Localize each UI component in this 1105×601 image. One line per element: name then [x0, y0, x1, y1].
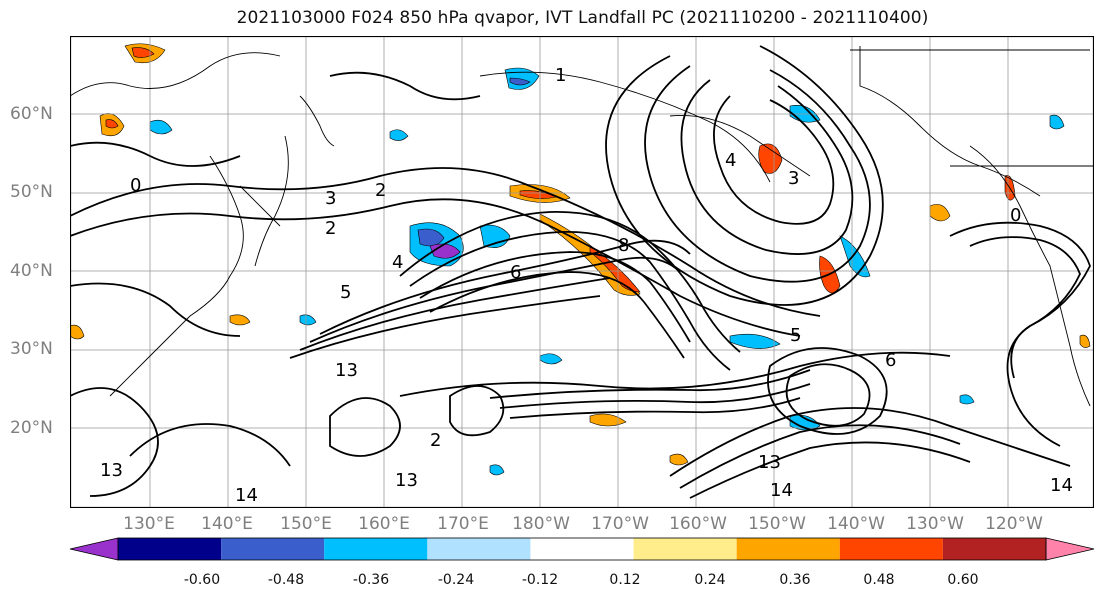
contour-label: 2 — [430, 430, 441, 451]
contour-label: 0 — [1010, 205, 1021, 226]
lon-label: 120°W — [985, 514, 1043, 534]
contour-label: 13 — [395, 470, 418, 491]
colorbar-segment — [324, 538, 428, 560]
lon-label: 140°W — [827, 514, 885, 534]
contour-label: 2 — [325, 218, 336, 239]
contour-label: 1 — [555, 65, 566, 86]
colorbar-segment — [221, 538, 325, 560]
lon-label: 170°E — [437, 514, 489, 534]
map-title: 2021103000 F024 850 hPa qvapor, IVT Land… — [236, 8, 929, 28]
contour-label: 2 — [375, 180, 386, 201]
colorbar-tick: 0.48 — [863, 572, 895, 588]
contour-label: 14 — [235, 485, 258, 506]
colorbar-tick: 0.36 — [779, 572, 811, 588]
colorbar — [69, 537, 1095, 561]
colorbar-tick: -0.36 — [352, 572, 390, 588]
contour-lines — [70, 45, 1091, 499]
colorbar-segment — [530, 538, 634, 560]
contour-label: 3 — [325, 188, 336, 209]
lon-label: 150°W — [748, 514, 806, 534]
lon-label: 130°E — [123, 514, 175, 534]
colorbar-segment — [427, 538, 531, 560]
contour-label-group: 0 2 3 2 4 5 6 8 13 13 14 13 13 14 14 2 5… — [100, 65, 1073, 506]
contour-label: 13 — [758, 452, 781, 473]
contour-label: 5 — [790, 325, 801, 346]
lon-label: 140°E — [201, 514, 253, 534]
colorbar-segment — [118, 538, 222, 560]
contour-label: 8 — [618, 235, 629, 256]
colorbar-tick: -0.24 — [437, 572, 475, 588]
colorbar-tick: 0.60 — [947, 572, 979, 588]
contour-label: 0 — [130, 175, 141, 196]
colorbar-tick: 0.12 — [609, 572, 641, 588]
colorbar-extension-high — [1045, 537, 1095, 561]
lon-label: 180°W — [512, 514, 570, 534]
contour-label: 5 — [340, 282, 351, 303]
contour-label: 13 — [335, 360, 358, 381]
colorbar-segment — [633, 538, 737, 560]
colorbar-segment — [736, 538, 840, 560]
gridlines — [70, 36, 1094, 508]
colorbar-segment — [839, 538, 943, 560]
colorbar-outline — [117, 537, 1047, 561]
lat-label: 50°N — [10, 182, 53, 202]
lon-label: 170°W — [591, 514, 649, 534]
lat-label: 30°N — [10, 339, 53, 359]
contour-label: 14 — [770, 480, 793, 501]
lon-label: 160°E — [358, 514, 410, 534]
lat-label: 60°N — [10, 104, 53, 124]
lat-label: 40°N — [10, 261, 53, 281]
colorbar-segments — [69, 537, 1095, 561]
contour-label: 13 — [100, 460, 123, 481]
contour-label: 4 — [725, 150, 736, 171]
colorbar-tick: 0.24 — [694, 572, 726, 588]
lat-label: 20°N — [10, 418, 53, 438]
contour-label: 4 — [392, 252, 403, 273]
colorbar-tick: -0.48 — [267, 572, 305, 588]
contour-label: 3 — [788, 168, 799, 189]
contour-label: 14 — [1050, 475, 1073, 496]
colorbar-tick: -0.12 — [521, 572, 559, 588]
lon-label: 150°E — [280, 514, 332, 534]
colorbar-segment — [942, 538, 1046, 560]
colorbar-extension-low — [69, 537, 119, 561]
lon-label: 130°W — [906, 514, 964, 534]
colorbar-tick: -0.60 — [183, 572, 221, 588]
lon-label: 160°W — [669, 514, 727, 534]
map-panel: 0 2 3 2 4 5 6 8 13 13 14 13 13 14 14 2 5… — [70, 36, 1094, 508]
contour-label: 6 — [885, 350, 896, 371]
map-frame — [70, 36, 1094, 508]
contour-label: 6 — [510, 262, 521, 283]
coastlines — [70, 46, 1094, 407]
